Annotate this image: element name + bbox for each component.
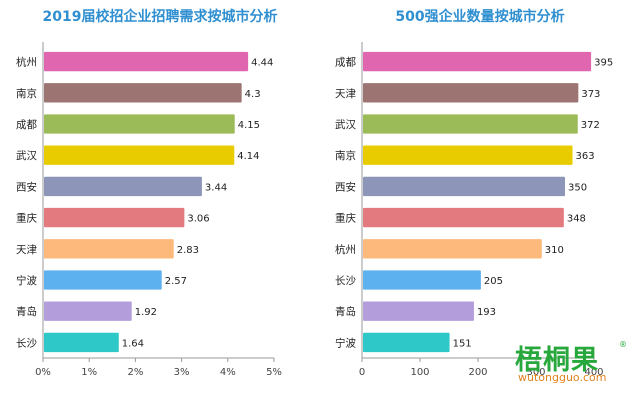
value-label: 4.14 — [237, 151, 259, 162]
value-label: 4.3 — [245, 89, 261, 100]
category-label: 青岛 — [335, 305, 356, 318]
right-chart-title: 500强企业数量按城市分析 — [395, 9, 565, 25]
bar — [363, 51, 592, 72]
left-chart-plot: 杭州 4.44 南京 4.3 成都 4.15 武汉 4.14 西安 3.44 重庆 3.06 天津 2.8… — [16, 42, 282, 378]
bar — [44, 114, 235, 134]
value-label: 350 — [568, 182, 587, 193]
value-label: 2.83 — [177, 245, 199, 256]
category-label: 宁波 — [16, 274, 37, 287]
category-label: 武汉 — [335, 118, 356, 131]
bar — [363, 114, 578, 134]
category-label: 重庆 — [16, 212, 37, 225]
category-label: 天津 — [335, 88, 356, 100]
value-label: 310 — [545, 245, 564, 256]
value-label: 363 — [576, 151, 595, 162]
value-label: 3.06 — [187, 214, 209, 225]
x-tick-label: 0 — [359, 367, 365, 378]
bar — [44, 176, 202, 197]
value-label: 1.92 — [135, 307, 157, 318]
value-label: 372 — [581, 120, 600, 131]
category-label: 长沙 — [16, 337, 37, 349]
value-label: 4.15 — [238, 120, 260, 131]
value-label: 395 — [594, 58, 613, 69]
x-tick-label: 2% — [127, 367, 143, 378]
right-chart: 500强企业数量按城市分析 成都 395 天津 373 武汉 372 南京 363 西安 350 重… — [320, 0, 640, 402]
bar — [363, 332, 450, 353]
bar — [363, 207, 564, 228]
bar — [44, 270, 162, 290]
value-label: 4.44 — [251, 58, 273, 69]
x-tick-label: 300 — [526, 367, 545, 378]
bar — [363, 239, 542, 259]
x-tick-label: 3% — [174, 367, 190, 378]
category-label: 长沙 — [335, 275, 356, 287]
watermark-url: wutongguo.com — [518, 371, 607, 384]
category-label: 青岛 — [16, 305, 37, 318]
bar — [44, 207, 185, 228]
category-label: 南京 — [335, 149, 356, 162]
x-tick-label: 0% — [35, 367, 51, 378]
bar — [44, 83, 242, 103]
x-tick-label: 1% — [81, 367, 97, 378]
watermark-main-text: 梧桐果 — [515, 345, 599, 376]
category-label: 杭州 — [16, 56, 37, 69]
bar — [44, 239, 174, 259]
bar — [363, 176, 565, 197]
category-label: 西安 — [16, 180, 37, 193]
right-chart-plot: 成都 395 天津 373 武汉 372 南京 363 西安 350 重庆 348 杭州 310 长沙 205… — [335, 42, 613, 378]
category-label: 武汉 — [16, 149, 37, 162]
bar — [44, 301, 132, 321]
bar — [363, 83, 579, 103]
x-tick-label: 4% — [220, 367, 236, 378]
bar — [363, 301, 474, 321]
bar — [44, 145, 235, 165]
bar — [363, 145, 573, 165]
category-label: 杭州 — [335, 243, 356, 256]
bar — [44, 332, 119, 353]
bar — [363, 270, 481, 290]
watermark-registered-mark: ® — [619, 340, 627, 349]
value-label: 151 — [453, 338, 472, 349]
value-label: 1.64 — [122, 338, 144, 349]
category-label: 天津 — [16, 244, 37, 256]
category-label: 西安 — [335, 180, 356, 193]
value-label: 348 — [567, 214, 586, 225]
value-label: 2.57 — [165, 276, 187, 287]
x-tick-label: 100 — [410, 367, 429, 378]
bar — [44, 51, 249, 72]
category-label: 重庆 — [335, 212, 356, 225]
category-label: 成都 — [16, 119, 37, 131]
watermark-logo: 梧桐果 ® wutongguo.com — [515, 338, 630, 388]
x-tick-label: 5% — [266, 367, 282, 378]
value-label: 193 — [477, 307, 496, 318]
value-label: 3.44 — [205, 182, 227, 193]
category-label: 宁波 — [335, 336, 356, 349]
x-tick-label: 200 — [468, 367, 487, 378]
left-chart: 2019届校招企业招聘需求按城市分析 杭州 4.44 南京 4.3 成都 4.15 武汉 4.… — [16, 9, 282, 378]
category-label: 成都 — [335, 57, 356, 69]
value-label: 205 — [484, 276, 503, 287]
value-label: 373 — [581, 89, 600, 100]
category-label: 南京 — [16, 87, 37, 100]
left-chart-title: 2019届校招企业招聘需求按城市分析 — [42, 9, 278, 25]
x-tick-label: 400 — [584, 367, 603, 378]
